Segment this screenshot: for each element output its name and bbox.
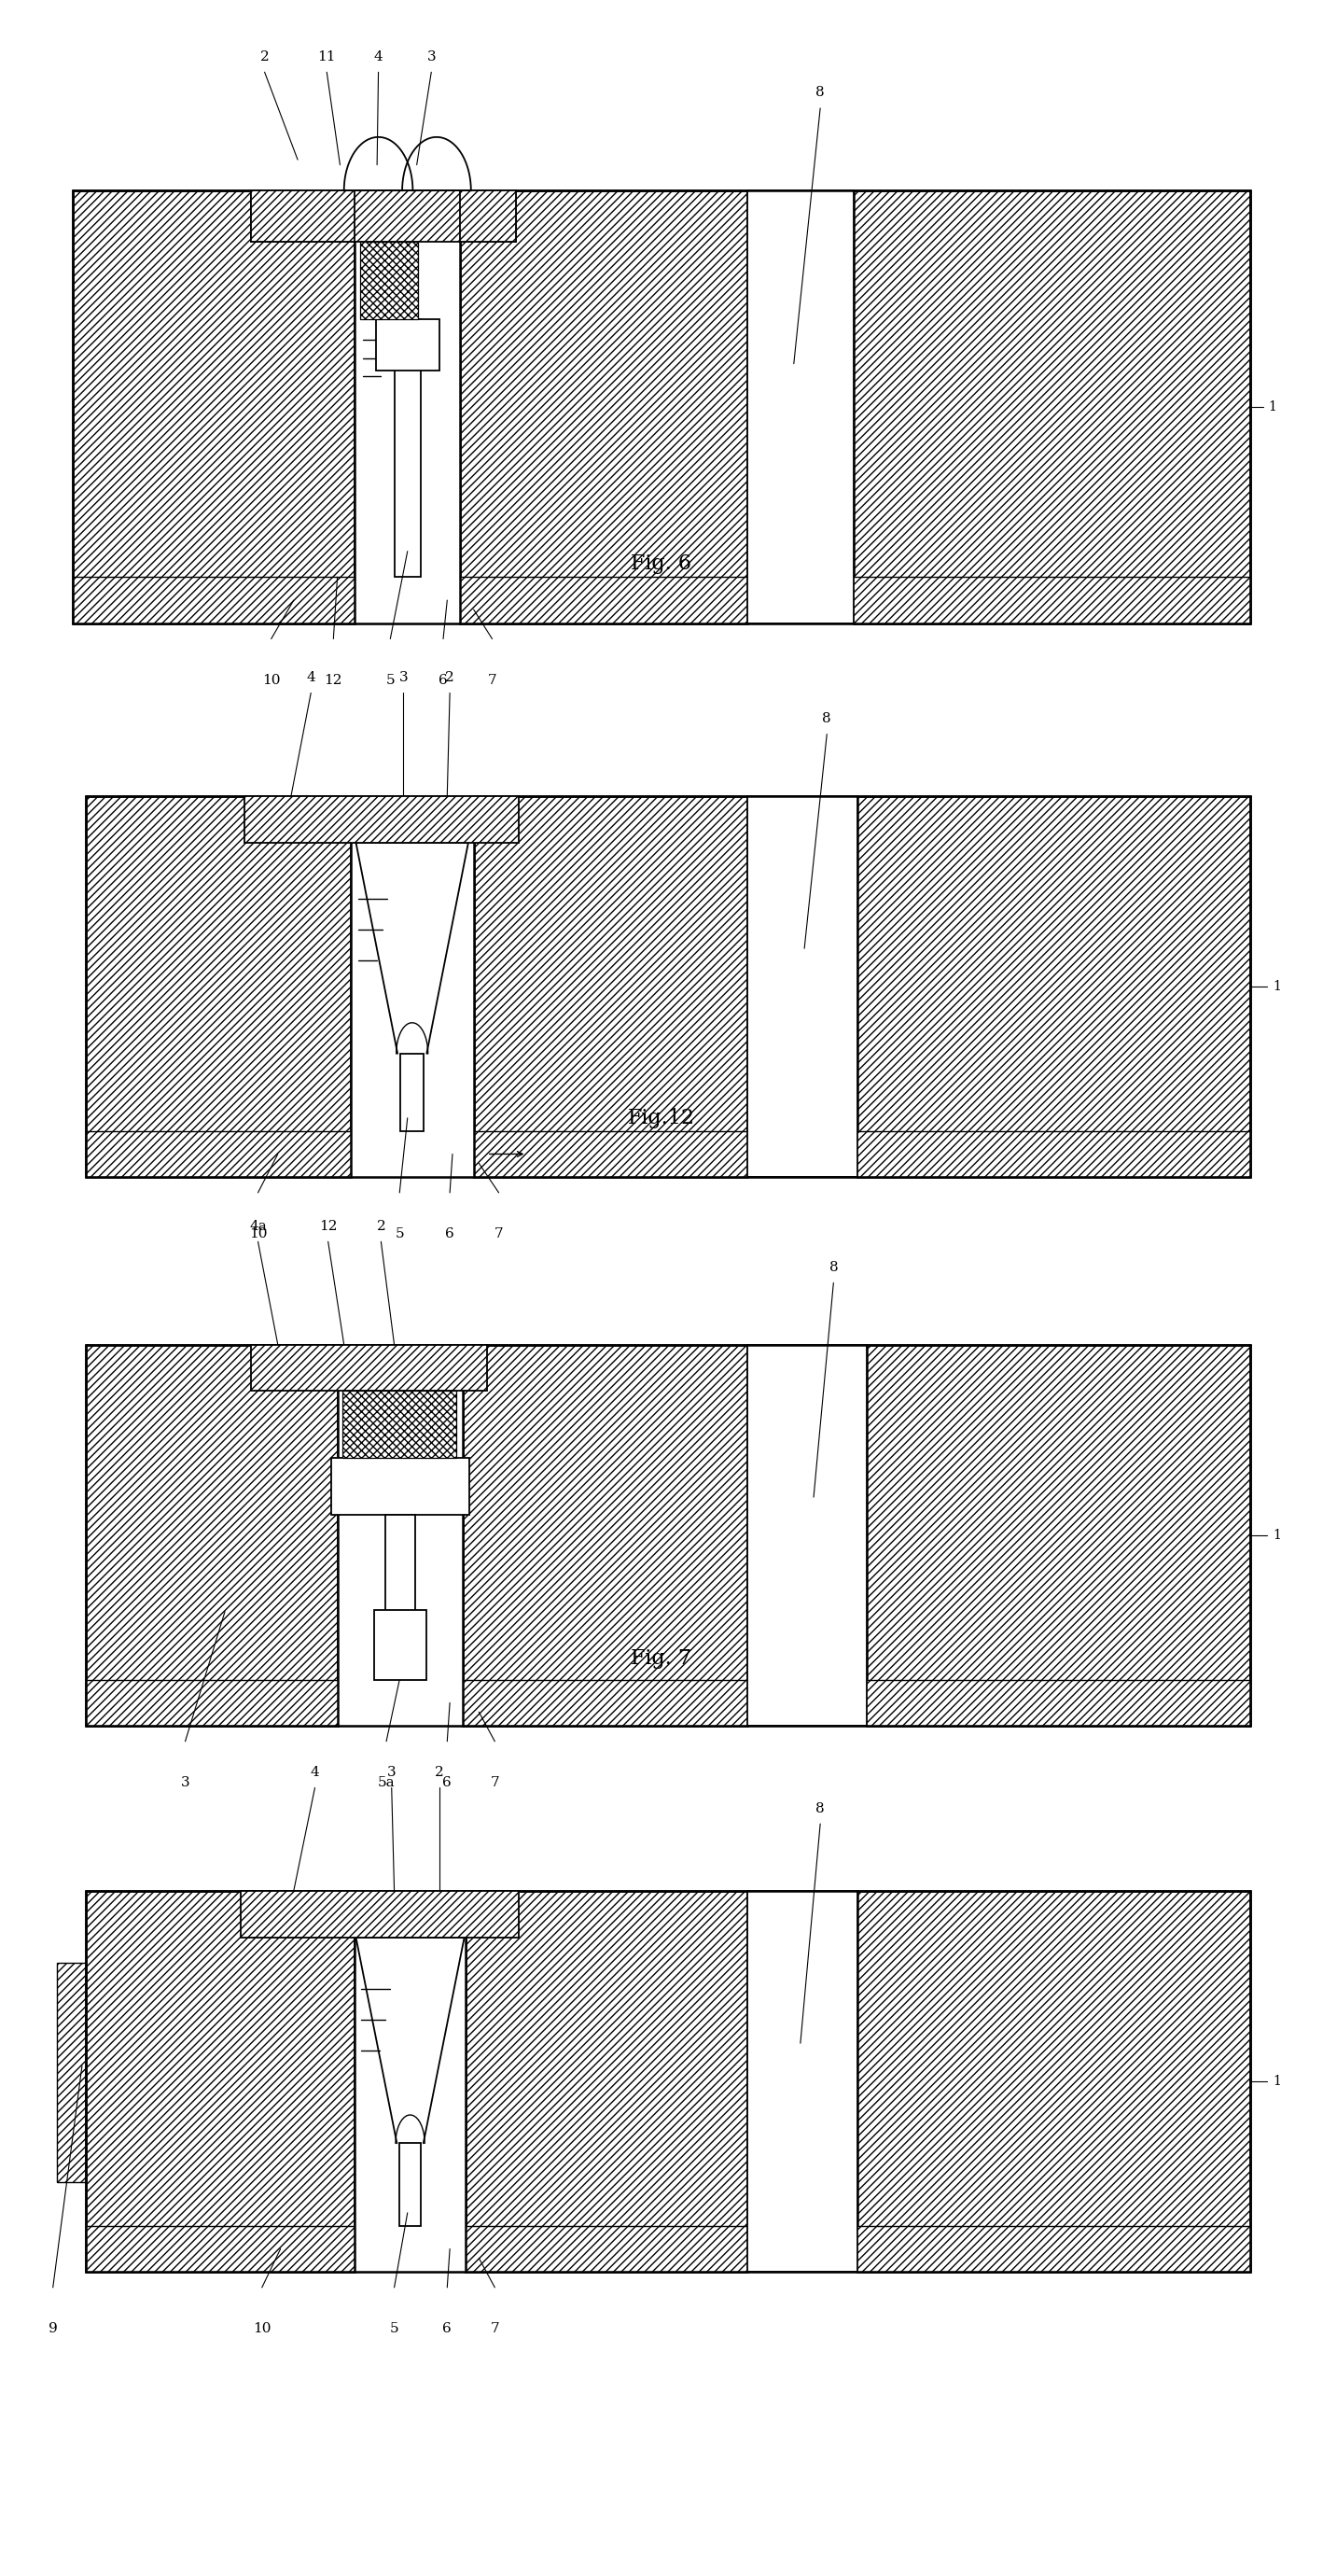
Text: 7: 7 [491,2321,499,2336]
Text: 4: 4 [311,1765,319,1780]
Bar [86,2226,1250,2272]
Text: 2: 2 [446,670,454,685]
Bar [373,1610,426,1680]
Text: 10: 10 [249,1226,267,1242]
Text: 9: 9 [49,2321,57,2336]
Text: 4: 4 [374,49,382,64]
Bar [57,1963,86,2182]
Text: 3: 3 [388,1765,396,1780]
Text: 4: 4 [307,670,315,685]
Text: 1: 1 [1273,979,1281,994]
Text: Fig.12: Fig.12 [628,1108,695,1128]
Bar [386,1515,415,1649]
Bar [86,1345,337,1726]
Bar [857,796,1250,1177]
Text: 5: 5 [390,2321,398,2336]
Text: 6: 6 [439,672,447,688]
Text: 2: 2 [261,49,269,64]
Bar [747,1345,867,1726]
Text: 2: 2 [377,1218,385,1234]
Bar [241,1891,519,1937]
Polygon shape [356,1937,464,2143]
Bar [747,796,857,1177]
Bar [400,1054,423,1131]
Text: 12: 12 [324,672,343,688]
Bar [747,1891,857,2272]
Text: 8: 8 [816,85,824,100]
Bar [466,1891,747,2272]
Bar [337,1345,463,1726]
Polygon shape [356,842,468,1054]
Text: 6: 6 [443,1775,451,1790]
Bar [343,1391,456,1458]
Bar [251,191,516,242]
Bar [857,1891,1250,2272]
Text: 2: 2 [435,1765,443,1780]
Bar [355,1891,466,2272]
Text: 1: 1 [1273,2074,1281,2089]
Text: 7: 7 [488,672,496,688]
Bar [73,577,1250,623]
Bar [86,1680,1250,1726]
Text: 5: 5 [396,1226,404,1242]
Bar [867,1345,1250,1726]
Text: 11: 11 [318,49,336,64]
Text: 3: 3 [181,1775,189,1790]
Text: 4a: 4a [249,1218,267,1234]
Text: 8: 8 [816,1801,824,1816]
Text: 8: 8 [823,711,831,726]
Bar [853,191,1250,623]
Text: 1: 1 [1269,399,1277,415]
Bar [400,2143,421,2226]
Bar [86,796,351,1177]
Bar [463,1345,747,1726]
Bar [251,1345,487,1391]
Text: 12: 12 [319,1218,337,1234]
Text: 7: 7 [495,1226,503,1242]
Bar [376,319,439,371]
Bar [86,1131,1250,1177]
Text: 10: 10 [262,672,280,688]
Text: 5: 5 [386,672,394,688]
Bar [460,191,516,242]
Text: 3: 3 [400,670,407,685]
Bar [360,242,418,319]
Text: 8: 8 [830,1260,837,1275]
Bar [245,796,519,842]
Text: 10: 10 [253,2321,271,2336]
Text: Fig. 7: Fig. 7 [631,1649,692,1669]
Text: 6: 6 [443,2321,451,2336]
Text: Fig. 6: Fig. 6 [631,554,692,574]
Bar [351,796,474,1177]
Text: 6: 6 [446,1226,454,1242]
Text: 1: 1 [1273,1528,1281,1543]
Bar [394,319,421,577]
Bar [747,191,853,623]
Text: 7: 7 [491,1775,499,1790]
Bar [331,1458,470,1515]
Bar [251,191,355,242]
Bar [460,191,747,623]
Text: 5a: 5a [377,1775,396,1790]
Bar [355,191,460,623]
Text: 3: 3 [427,49,435,64]
Bar [73,191,355,623]
Bar [86,1891,355,2272]
Bar [474,796,747,1177]
